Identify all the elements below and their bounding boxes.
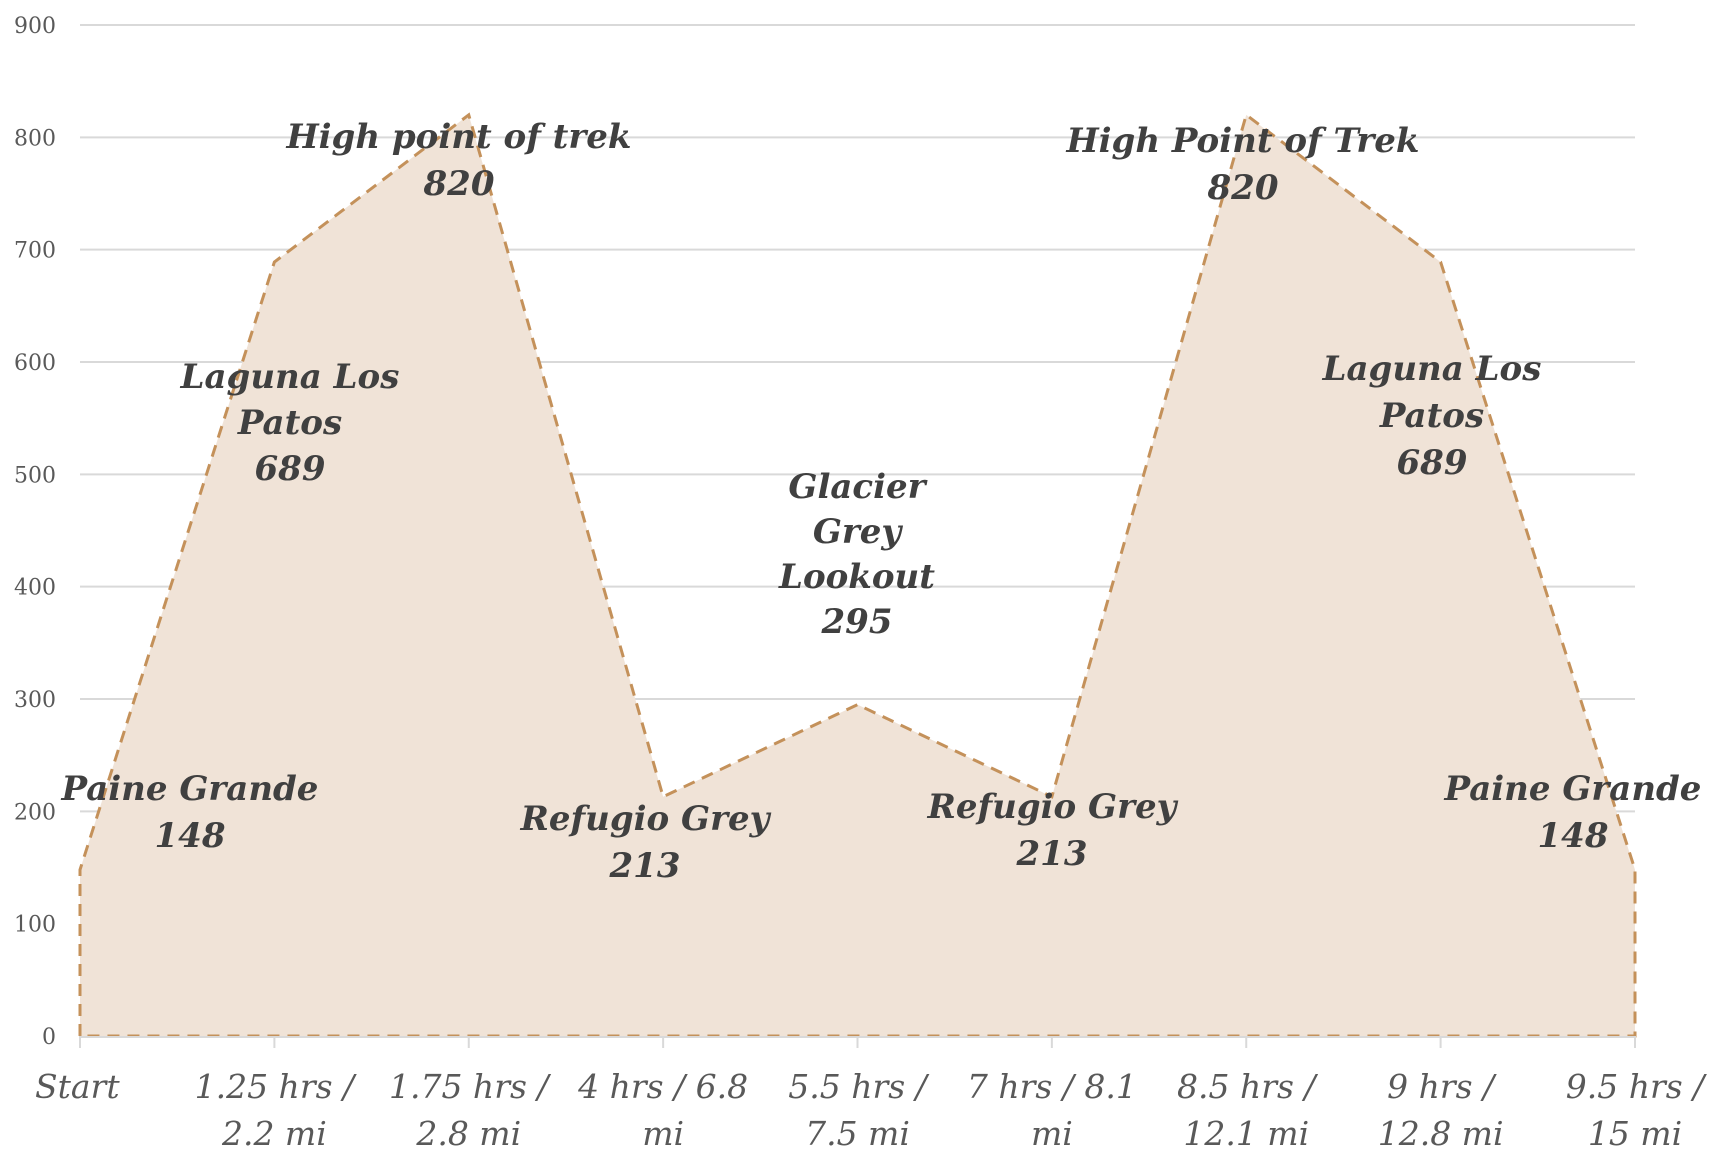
x-tick-label: 7 hrs / 8.1 mi — [967, 1067, 1137, 1153]
data-labels: Paine Grande 148 Laguna Los Patos 689 High po… — [61, 117, 1702, 886]
x-tick-label: 9.5 hrs /15 mi — [1566, 1067, 1707, 1153]
x-tick-label: 8.5 hrs /12.1 mi — [1177, 1067, 1318, 1153]
data-label: Glacier Grey Lookout 295 — [778, 467, 935, 642]
y-tick-label: 0 — [42, 1025, 56, 1050]
y-axis-labels: 0 100 200 300 400 500 600 700 800 900 — [14, 14, 56, 1050]
x-axis: Start 1.25 hrs /2.2 mi 1.75 hrs /2.8 mi 4 h… — [35, 1036, 1707, 1153]
y-tick-label: 900 — [14, 14, 56, 39]
data-label: Refugio Grey 213 — [927, 787, 1179, 874]
data-label: Paine Grande 148 — [61, 769, 319, 856]
y-tick-label: 500 — [14, 463, 56, 488]
y-tick-label: 800 — [14, 126, 56, 151]
data-label: Laguna Los Patos 689 — [1322, 349, 1542, 483]
x-tick-label: 5.5 hrs /7.5 mi — [788, 1067, 929, 1153]
data-label: High Point of Trek 820 — [1066, 121, 1420, 208]
y-tick-label: 100 — [14, 913, 56, 938]
x-tick-label: 1.25 hrs /2.2 mi — [195, 1067, 357, 1153]
x-tick-label: 4 hrs / 6.8 mi — [577, 1067, 748, 1153]
y-tick-label: 700 — [14, 239, 56, 264]
elevation-area — [80, 114, 1635, 1036]
y-tick-label: 300 — [14, 688, 56, 713]
x-tick-label: 9 hrs /12.8 mi — [1378, 1067, 1504, 1153]
x-tick-label: 1.75 hrs /2.8 mi — [389, 1067, 551, 1153]
y-tick-label: 600 — [14, 351, 56, 376]
data-label: High point of trek 820 — [286, 117, 632, 204]
y-tick-label: 200 — [14, 800, 56, 825]
data-label: Laguna Los Patos 689 — [180, 357, 400, 489]
data-label: Refugio Grey 213 — [520, 799, 772, 886]
x-tick-label: Start — [35, 1067, 120, 1106]
y-tick-label: 400 — [14, 576, 56, 601]
elevation-line — [78, 112, 1637, 1038]
data-label: Paine Grande 148 — [1444, 769, 1702, 856]
